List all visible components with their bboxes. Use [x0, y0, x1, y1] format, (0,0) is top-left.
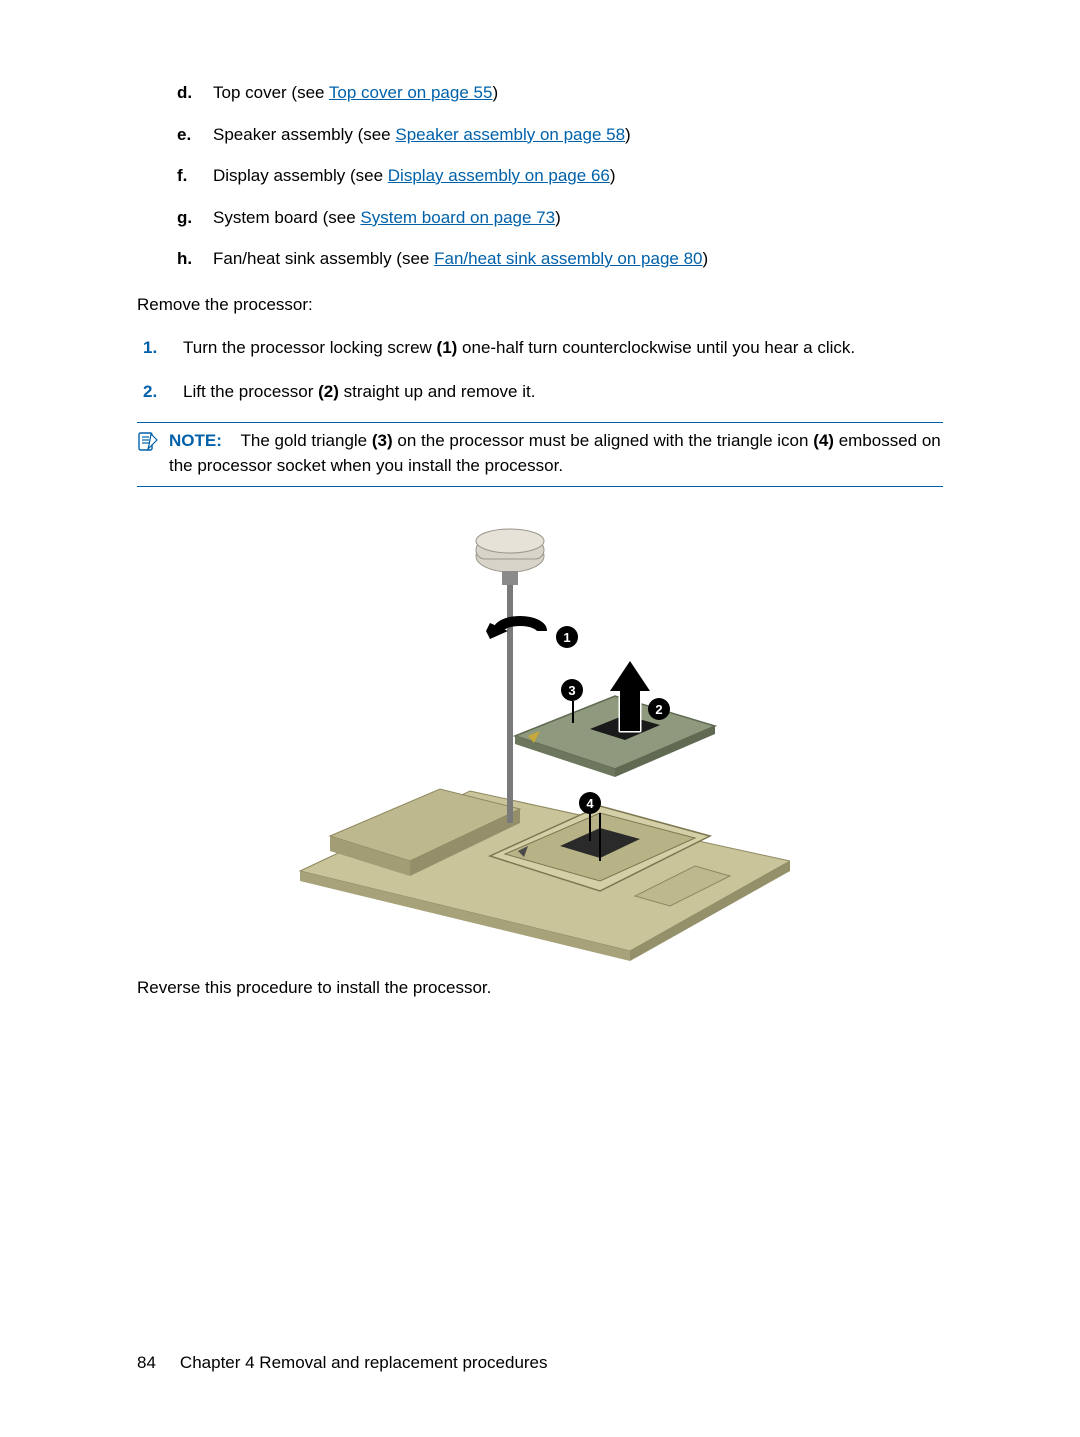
note-box: NOTE: The gold triangle (3) on the proce…	[137, 422, 943, 487]
lettered-item-f: f. Display assembly (see Display assembl…	[177, 163, 943, 189]
item-label: e.	[177, 122, 213, 148]
item-text-post: )	[703, 249, 709, 268]
xref-display-assembly[interactable]: Display assembly on page 66	[388, 166, 610, 185]
item-body: Top cover (see Top cover on page 55)	[213, 80, 943, 106]
run-bold: (2)	[318, 382, 339, 401]
item-body: Fan/heat sink assembly (see Fan/heat sin…	[213, 246, 943, 272]
step-1: 1. Turn the processor locking screw (1) …	[143, 335, 943, 361]
step-2: 2. Lift the processor (2) straight up an…	[143, 379, 943, 405]
item-text-pre: Fan/heat sink assembly (see	[213, 249, 434, 268]
item-text-post: )	[610, 166, 616, 185]
item-text-pre: Display assembly (see	[213, 166, 388, 185]
run: straight up and remove it.	[339, 382, 536, 401]
lettered-item-d: d. Top cover (see Top cover on page 55)	[177, 80, 943, 106]
lettered-item-g: g. System board (see System board on pag…	[177, 205, 943, 231]
note-label: NOTE:	[169, 431, 222, 450]
page-footer: 84 Chapter 4 Removal and replacement pro…	[137, 1350, 548, 1376]
xref-top-cover[interactable]: Top cover on page 55	[329, 83, 493, 102]
xref-system-board[interactable]: System board on page 73	[360, 208, 555, 227]
intro-paragraph: Remove the processor:	[137, 292, 943, 318]
item-label: f.	[177, 163, 213, 189]
xref-fan-heat-sink[interactable]: Fan/heat sink assembly on page 80	[434, 249, 702, 268]
item-body: Speaker assembly (see Speaker assembly o…	[213, 122, 943, 148]
chapter-title: Chapter 4 Removal and replacement proced…	[180, 1350, 548, 1376]
note-body: NOTE: The gold triangle (3) on the proce…	[169, 429, 943, 478]
lettered-item-h: h. Fan/heat sink assembly (see Fan/heat …	[177, 246, 943, 272]
note-run: on the processor must be aligned with th…	[393, 431, 814, 450]
item-text-post: )	[492, 83, 498, 102]
item-text-post: )	[625, 125, 631, 144]
item-text-pre: System board (see	[213, 208, 360, 227]
run: Turn the processor locking screw	[183, 338, 437, 357]
lettered-item-e: e. Speaker assembly (see Speaker assembl…	[177, 122, 943, 148]
item-text-pre: Speaker assembly (see	[213, 125, 395, 144]
step-body: Lift the processor (2) straight up and r…	[183, 379, 943, 405]
run-bold: (1)	[437, 338, 458, 357]
item-label: h.	[177, 246, 213, 272]
item-body: Display assembly (see Display assembly o…	[213, 163, 943, 189]
step-label: 1.	[143, 335, 183, 361]
closing-paragraph: Reverse this procedure to install the pr…	[137, 975, 943, 1001]
processor-removal-figure: 1 2 3 4	[290, 501, 790, 961]
note-icon	[137, 431, 159, 453]
item-body: System board (see System board on page 7…	[213, 205, 943, 231]
xref-speaker-assembly[interactable]: Speaker assembly on page 58	[395, 125, 625, 144]
item-label: g.	[177, 205, 213, 231]
numbered-list: 1. Turn the processor locking screw (1) …	[143, 335, 943, 404]
run: one-half turn counterclockwise until you…	[457, 338, 855, 357]
figure-wrap: 1 2 3 4	[137, 501, 943, 961]
lettered-list: d. Top cover (see Top cover on page 55) …	[177, 80, 943, 272]
note-run-bold: (4)	[813, 431, 834, 450]
run: Lift the processor	[183, 382, 318, 401]
note-run-bold: (3)	[372, 431, 393, 450]
page-number: 84	[137, 1350, 156, 1376]
note-icon-cell	[137, 429, 169, 478]
note-run: The gold triangle	[241, 431, 372, 450]
item-text-post: )	[555, 208, 561, 227]
step-body: Turn the processor locking screw (1) one…	[183, 335, 943, 361]
item-text-pre: Top cover (see	[213, 83, 329, 102]
step-label: 2.	[143, 379, 183, 405]
figure-svg	[290, 501, 790, 961]
item-label: d.	[177, 80, 213, 106]
